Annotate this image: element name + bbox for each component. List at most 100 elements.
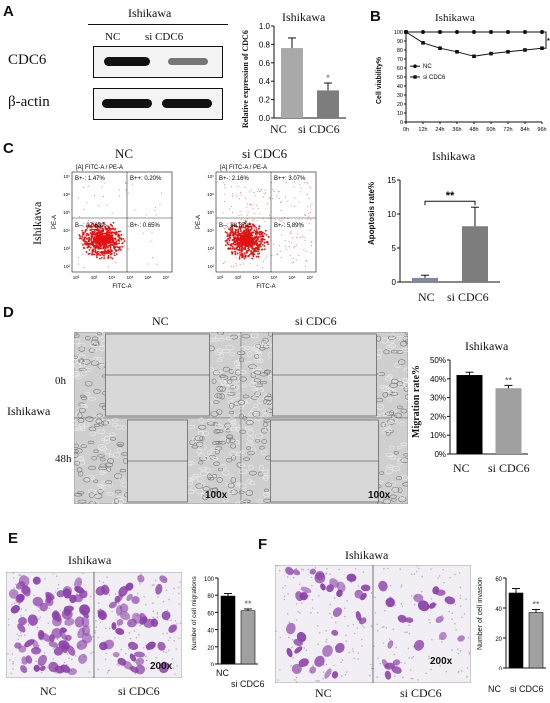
wound-cell	[113, 498, 120, 504]
flow-dot	[80, 237, 83, 240]
flow-dot	[232, 242, 235, 245]
flow-dot	[239, 228, 242, 231]
flow-dot-sparse	[268, 197, 270, 199]
wound-cell	[199, 466, 208, 471]
transwell-pore	[76, 593, 78, 595]
transwell-pore	[351, 648, 354, 650]
wound-cell	[80, 444, 87, 449]
flow-dot	[90, 238, 93, 241]
flow-dot-sparse	[230, 186, 232, 188]
flow-dot	[95, 233, 98, 236]
transwell-cell	[129, 653, 137, 662]
wound-cell	[100, 481, 107, 487]
flow-dot	[99, 254, 102, 257]
flow-y-axis-label: PE-A	[196, 215, 202, 229]
wound-cell	[77, 499, 87, 504]
flow-dot	[240, 249, 243, 252]
flow-dot	[93, 250, 95, 253]
western-blot-cdc6	[93, 46, 223, 78]
transwell-pore	[442, 568, 444, 571]
transwell-pore	[425, 672, 427, 675]
flow-dot	[94, 244, 97, 247]
wound-cell	[77, 418, 85, 423]
flow-dot-sparse	[280, 209, 282, 211]
wound-cell	[78, 346, 86, 352]
transwell-pore	[288, 621, 291, 624]
flow-dot	[235, 242, 238, 245]
wound-cell	[100, 457, 106, 462]
chart-d-xlabel-nc: NC	[453, 461, 470, 475]
flow-x-tick: 10⁴	[109, 275, 116, 280]
transwell-pore	[88, 625, 91, 628]
wound-cell	[261, 341, 268, 346]
flow-dot-sparse	[237, 185, 239, 187]
flow-dot	[98, 231, 101, 234]
wound-mag-nc: 100x	[205, 490, 228, 501]
flow-dot-sparse	[298, 255, 300, 257]
flow-dot-sparse	[265, 257, 267, 259]
flow-dot	[88, 252, 91, 255]
flow-dot-sparse	[296, 237, 298, 239]
transwell-pore	[368, 674, 371, 677]
wound-cell	[254, 416, 262, 421]
flow-dot	[95, 237, 98, 240]
transwell-pore	[357, 652, 360, 654]
wound-cell	[85, 416, 94, 422]
wound-cell	[381, 337, 389, 344]
transwell-pore	[98, 580, 101, 582]
chart-c-xlabel-nc: NC	[418, 290, 435, 304]
chart-b-point	[489, 30, 493, 34]
flow-dot-sparse	[254, 213, 256, 215]
flow-dot	[88, 239, 91, 242]
chart-f-ytick-label: 20	[495, 637, 502, 643]
transwell-pore	[428, 657, 430, 660]
flow-dot-sparse	[257, 208, 259, 210]
wound-cell	[230, 489, 238, 495]
wound-cell	[399, 495, 406, 500]
wound-cell	[84, 367, 92, 372]
flow-dot-sparse	[103, 256, 105, 258]
wound-cell	[111, 423, 119, 427]
transwell-pore	[400, 586, 403, 588]
flow-dot	[226, 239, 228, 242]
wound-cell	[204, 467, 211, 474]
flow-dot	[238, 246, 241, 249]
transwell-pore	[329, 603, 332, 606]
wound-cell	[230, 376, 238, 381]
wound-cell	[398, 496, 407, 503]
flow-dot-sparse	[284, 240, 286, 242]
wound-cell	[212, 441, 221, 446]
chart-e-ytick-label: 100	[204, 577, 215, 583]
flow-dot-sparse	[260, 188, 262, 190]
wound-cell	[80, 425, 86, 432]
transwell-cell	[62, 588, 72, 599]
transwell-pore	[347, 625, 349, 627]
flow-dot	[102, 236, 104, 239]
chart-b-point	[506, 50, 510, 54]
panel-label-d: D	[3, 304, 14, 321]
flow-dot	[251, 225, 253, 228]
flow-dot-sparse	[83, 186, 85, 188]
flow-dot-sparse	[294, 197, 296, 199]
flow-dot-sparse	[250, 231, 252, 233]
flow-dot	[242, 226, 245, 229]
wound-cell	[396, 459, 404, 465]
wound-cell	[250, 372, 257, 379]
flow-dot-sparse	[88, 239, 90, 241]
transwell-pore	[95, 626, 98, 628]
wound-side-label: Ishikawa	[7, 404, 51, 418]
flow-dot	[239, 251, 241, 254]
flow-dot-sparse	[237, 254, 239, 256]
transwell-pore	[334, 621, 337, 624]
flow-dot	[111, 244, 114, 247]
flow-dot	[82, 239, 85, 242]
wound-cell	[207, 476, 215, 481]
transwell-pore	[466, 675, 468, 678]
flow-dot-sparse	[298, 219, 300, 221]
chart-a-sig-label: *	[326, 73, 330, 83]
flow-dot	[255, 255, 258, 258]
flow-dot	[238, 257, 241, 260]
flow-quadrant-ll: B--: 88.87%	[219, 223, 251, 229]
flow-x-tick: 10⁷	[307, 275, 314, 280]
flow-dot	[230, 243, 233, 246]
